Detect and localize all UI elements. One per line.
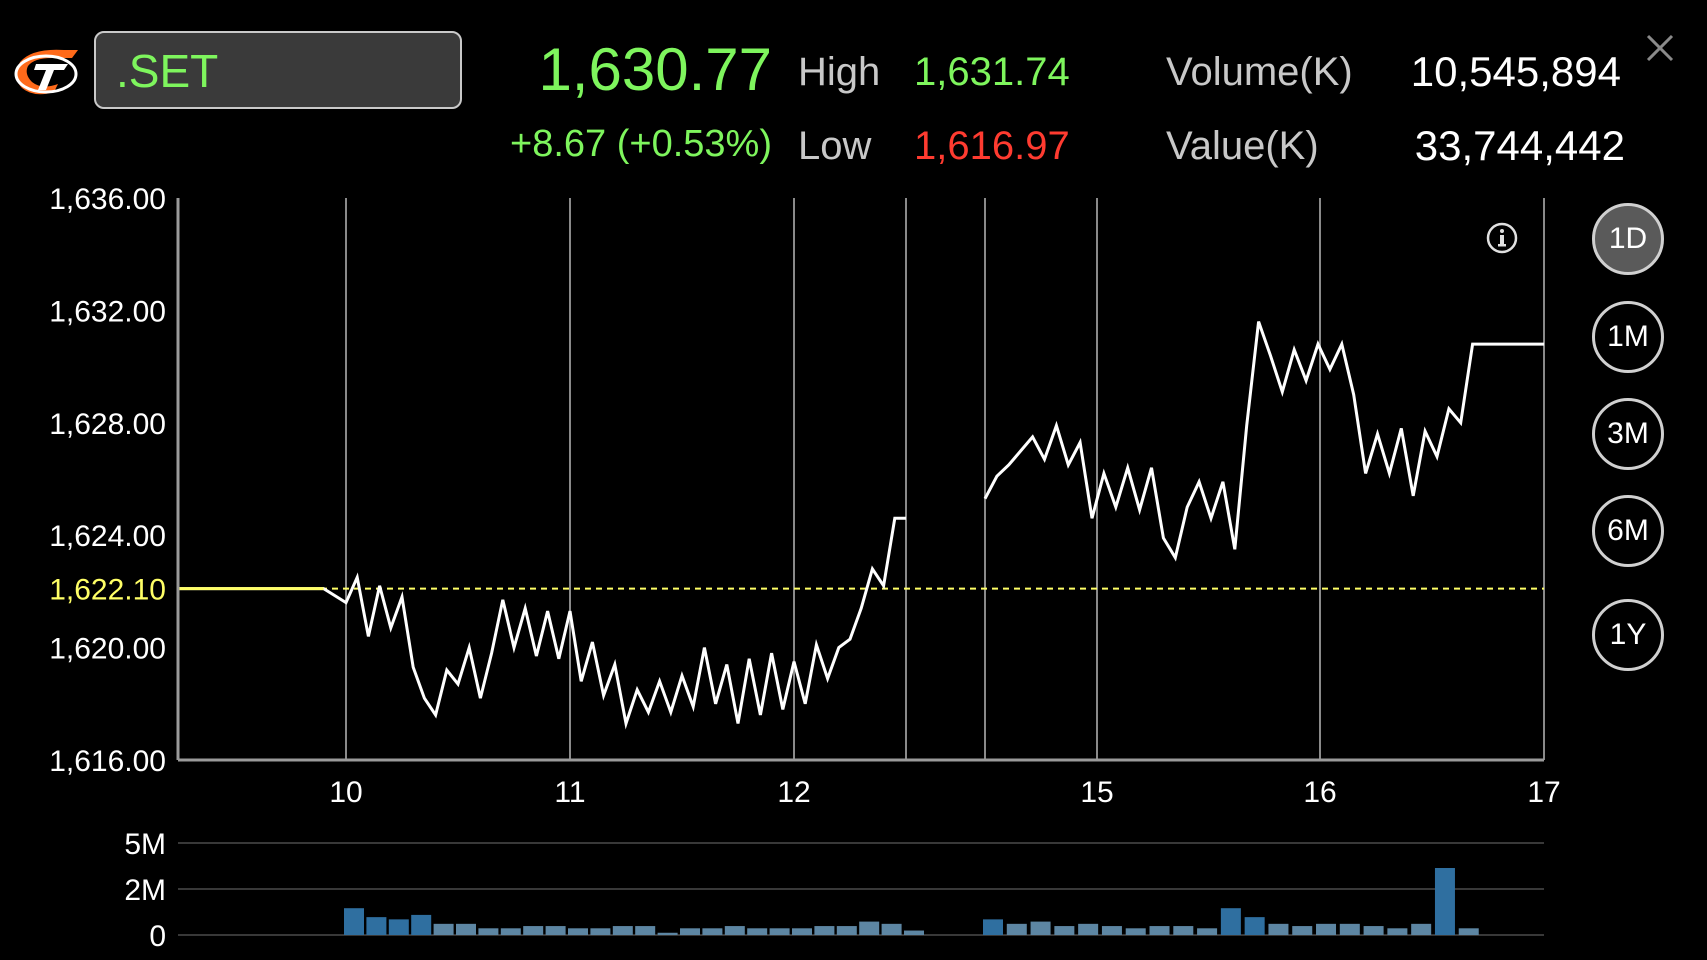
y-tick-label: 1,620.00 — [49, 633, 166, 666]
volume-bar — [1458, 928, 1479, 935]
range-button-1m[interactable]: 1M — [1592, 301, 1664, 373]
volume-bar — [657, 932, 678, 935]
volume-bar — [1268, 923, 1289, 935]
volume-tick-label: 0 — [149, 920, 166, 953]
volume-bar — [769, 928, 790, 935]
volume-bar — [881, 923, 902, 935]
volume-bar — [904, 930, 924, 935]
y-tick-label: 1,636.00 — [49, 183, 166, 216]
range-button-1y[interactable]: 1Y — [1592, 599, 1664, 671]
volume-bar — [411, 914, 432, 935]
close-icon[interactable] — [1642, 30, 1678, 66]
volume-bar — [747, 928, 768, 935]
high-label: High — [798, 50, 881, 94]
y-tick-label: 1,632.00 — [49, 295, 166, 328]
volume-bar — [1125, 928, 1146, 935]
volume-tick-label: 2M — [124, 874, 166, 907]
volume-value: 10,545,894 — [1410, 48, 1621, 95]
volume-bar — [1316, 923, 1337, 935]
volume-bar — [1101, 926, 1122, 935]
volume-bar — [1030, 921, 1051, 935]
low-value: 1,616.97 — [914, 124, 1070, 168]
volume-bar — [433, 923, 454, 935]
symbol-input[interactable] — [94, 31, 462, 109]
range-button-6m[interactable]: 6M — [1592, 495, 1664, 567]
reference-label: 1,622.10 — [49, 574, 166, 607]
volume-bar — [344, 908, 364, 935]
value-label: Value(K) — [1166, 124, 1319, 168]
volume-bar — [680, 928, 700, 935]
price-line — [178, 321, 1544, 730]
volume-bar — [859, 921, 880, 935]
volume-bar — [1339, 923, 1360, 935]
logo-icon — [14, 49, 79, 95]
volume-bar — [635, 926, 656, 935]
value-value: 33,744,442 — [1414, 122, 1625, 169]
range-button-1d[interactable]: 1D — [1592, 203, 1664, 275]
volume-tick-label: 5M — [124, 828, 166, 861]
volume-bar — [792, 928, 812, 935]
volume-bar — [1411, 923, 1432, 935]
price-line-segment-2 — [983, 321, 1544, 562]
x-tick-label: 10 — [329, 776, 362, 809]
volume-bar — [1006, 923, 1027, 935]
range-button-3m[interactable]: 3M — [1592, 398, 1664, 470]
chart-grid — [178, 198, 1545, 936]
volume-bar — [724, 926, 745, 935]
volume-bar — [836, 926, 857, 935]
x-tick-label: 12 — [777, 776, 810, 809]
volume-bar — [814, 926, 835, 935]
volume-bar — [1197, 928, 1218, 935]
volume-label: Volume(K) — [1166, 50, 1353, 94]
volume-bar — [1054, 926, 1075, 935]
volume-bar — [1220, 908, 1241, 935]
chart-axes — [176, 198, 1544, 762]
volume-bar — [1173, 926, 1194, 935]
volume-bar — [456, 923, 476, 935]
volume-bars — [344, 868, 1479, 935]
volume-bar — [612, 926, 633, 935]
price-change: +8.67 (+0.53%) — [510, 123, 772, 165]
volume-bar — [1292, 926, 1313, 935]
volume-bar — [523, 926, 544, 935]
volume-bar — [702, 928, 723, 935]
y-tick-label: 1,616.00 — [49, 745, 166, 778]
volume-bar — [568, 928, 588, 935]
price-line-segment-1 — [178, 516, 906, 730]
volume-bar — [1434, 868, 1455, 935]
low-label: Low — [798, 124, 872, 168]
x-tick-label: 16 — [1303, 776, 1336, 809]
axis-labels: 1,636.00 1,632.00 1,628.00 1,624.00 1,620.00… — [49, 183, 1560, 953]
symbol-value: .SET — [116, 45, 219, 97]
volume-bar — [1078, 923, 1099, 935]
high-value: 1,631.74 — [914, 50, 1070, 94]
last-price: 1,630.77 — [538, 36, 772, 103]
volume-bar — [590, 928, 611, 935]
volume-bar — [366, 917, 387, 935]
volume-bar — [1244, 917, 1265, 935]
x-tick-label: 11 — [554, 776, 585, 809]
volume-bar — [478, 928, 499, 935]
y-tick-label: 1,628.00 — [49, 408, 166, 441]
volume-bar — [1363, 926, 1384, 935]
volume-bar — [1387, 928, 1408, 935]
volume-bar — [500, 928, 521, 935]
info-icon[interactable] — [1484, 220, 1520, 256]
x-tick-label: 15 — [1080, 776, 1113, 809]
volume-bar — [983, 919, 1003, 935]
x-tick-label: 17 — [1527, 776, 1560, 809]
volume-bar — [545, 926, 566, 935]
volume-bar — [1149, 926, 1170, 935]
y-tick-label: 1,624.00 — [49, 520, 166, 553]
volume-bar — [388, 919, 409, 935]
